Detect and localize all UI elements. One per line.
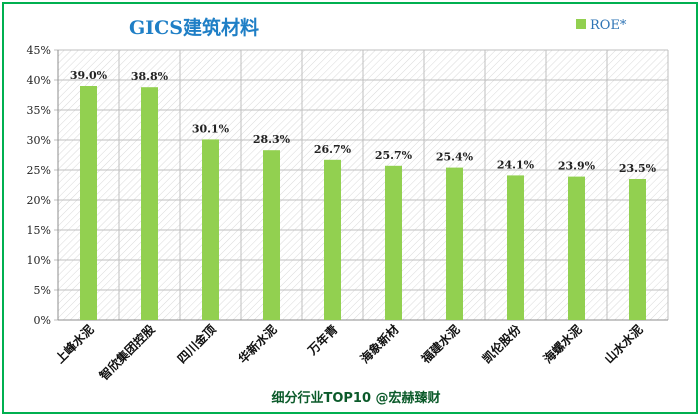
bar bbox=[568, 176, 585, 320]
bar bbox=[385, 165, 402, 320]
y-tick-label: 30% bbox=[27, 134, 51, 147]
x-tick-label: 万年青 bbox=[304, 322, 341, 359]
y-tick-label: 5% bbox=[34, 284, 51, 297]
x-tick-label: 山水水泥 bbox=[601, 322, 646, 367]
y-tick-label: 40% bbox=[27, 74, 51, 87]
bar bbox=[141, 87, 158, 320]
data-label: 23.9% bbox=[558, 160, 596, 173]
bar bbox=[324, 159, 341, 320]
x-tick-label: 海象新材 bbox=[357, 322, 402, 367]
x-tick-label: 华新水泥 bbox=[235, 322, 280, 367]
x-tick-label: 四川金顶 bbox=[174, 322, 219, 367]
bar bbox=[629, 179, 646, 320]
x-tick-label: 凯伦股份 bbox=[479, 321, 524, 366]
data-label: 23.5% bbox=[619, 162, 657, 175]
data-label: 25.7% bbox=[375, 149, 413, 162]
x-tick-label: 智欣集团控股 bbox=[95, 321, 158, 384]
y-tick-label: 10% bbox=[27, 254, 51, 267]
y-tick-label: 15% bbox=[27, 224, 51, 237]
data-label: 28.3% bbox=[253, 133, 291, 146]
bar bbox=[80, 86, 97, 320]
data-label: 39.0% bbox=[70, 69, 108, 82]
bar bbox=[446, 167, 463, 320]
bar bbox=[263, 150, 280, 320]
y-tick-label: 0% bbox=[34, 314, 51, 327]
legend-label: ROE* bbox=[590, 18, 627, 33]
chart-footer: 细分行业TOP10 @宏赫臻财 bbox=[271, 390, 440, 406]
chart: GICS建筑材料 ROE* 0% 5% 10% 15% 20% 25% 30% 35% 40% 4… bbox=[27, 16, 669, 406]
data-label: 30.1% bbox=[192, 122, 230, 135]
data-label: 24.1% bbox=[497, 158, 535, 171]
plot-area: 0% 5% 10% 15% 20% 25% 30% 35% 40% 45% 39.0% 上峰水泥 38.… bbox=[27, 44, 669, 384]
y-tick-label: 35% bbox=[27, 104, 51, 117]
x-tick-label: 福建水泥 bbox=[417, 322, 462, 367]
bar bbox=[507, 175, 524, 320]
y-tick-label: 45% bbox=[27, 44, 51, 57]
x-tick-label: 海螺水泥 bbox=[540, 322, 585, 367]
data-label: 38.8% bbox=[131, 70, 169, 83]
data-label: 25.4% bbox=[436, 151, 474, 164]
legend-swatch bbox=[576, 19, 586, 29]
x-tick-label: 上峰水泥 bbox=[52, 322, 97, 367]
y-tick-label: 20% bbox=[27, 194, 51, 207]
bar bbox=[202, 139, 219, 320]
data-label: 26.7% bbox=[314, 143, 352, 156]
chart-title: GICS建筑材料 bbox=[129, 16, 259, 39]
y-tick-label: 25% bbox=[27, 164, 51, 177]
